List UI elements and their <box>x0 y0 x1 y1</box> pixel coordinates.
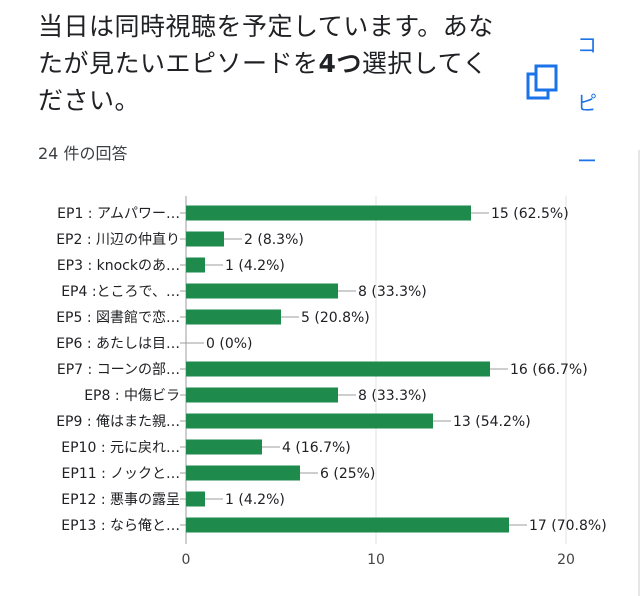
bar[interactable] <box>186 413 433 429</box>
bar[interactable] <box>186 283 338 299</box>
category-label: EP5 : 図書館で恋… <box>56 309 180 326</box>
data-label: 5 (20.8%) <box>301 310 370 326</box>
bar[interactable] <box>186 231 224 247</box>
data-label: 8 (33.3%) <box>358 388 427 404</box>
bar[interactable] <box>186 439 262 455</box>
x-tick-label: 10 <box>367 552 385 568</box>
category-label: EP1 : アムパワー… <box>57 206 180 222</box>
data-label: 1 (4.2%) <box>225 258 285 274</box>
bar-chart: EP1 : アムパワー… 15 (62.5%) EP2 : 川辺の仲直り 2 (8.3… <box>56 196 607 568</box>
response-count: 24 件の回答 <box>38 144 128 163</box>
data-label: 16 (66.7%) <box>510 362 588 378</box>
bar[interactable] <box>186 205 471 221</box>
copy-label-char: ー <box>577 149 597 173</box>
category-label: EP13 : なら俺と… <box>61 518 180 534</box>
category-label: EP6 : あたしは目… <box>56 336 180 352</box>
data-label: 6 (25%) <box>320 466 375 482</box>
bar[interactable] <box>186 257 205 273</box>
question-text-b: 選択してください。 <box>38 49 488 115</box>
copy-icon <box>526 64 558 100</box>
data-label: 13 (54.2%) <box>453 414 531 430</box>
bar[interactable] <box>186 387 338 403</box>
category-label: EP12 : 悪事の露呈 <box>61 492 180 508</box>
data-label: 4 (16.7%) <box>282 440 351 456</box>
bar[interactable] <box>186 309 281 325</box>
copy-label[interactable]: コ ピ ー <box>575 16 599 190</box>
category-label: EP2 : 川辺の仲直り <box>56 231 180 248</box>
copy-label-char: コ <box>577 33 597 57</box>
bar[interactable] <box>186 361 490 377</box>
bar[interactable] <box>186 517 509 533</box>
x-tick-label: 0 <box>182 552 191 568</box>
category-label: EP3 : knockのあ… <box>57 258 180 274</box>
x-tick-label: 20 <box>557 552 575 568</box>
category-label: EP10 : 元に戻れ… <box>61 440 180 456</box>
data-label: 2 (8.3%) <box>244 232 304 248</box>
copy-label-char: ピ <box>577 91 597 115</box>
bar[interactable] <box>186 465 300 481</box>
bar[interactable] <box>186 491 205 507</box>
question-title: 当日は同時視聴を予定しています。あなたが見たいエピソードを4つ選択してください。 <box>38 8 508 119</box>
data-label: 8 (33.3%) <box>358 284 427 300</box>
category-label: EP4 :ところで、… <box>61 284 180 300</box>
data-label: 0 (0%) <box>206 336 253 352</box>
category-label: EP9 : 俺はまた親… <box>56 414 180 430</box>
data-label: 17 (70.8%) <box>529 518 607 534</box>
data-label: 15 (62.5%) <box>491 206 569 222</box>
category-label: EP7 : コーンの部… <box>57 362 180 378</box>
card-edge <box>638 150 640 596</box>
category-label: EP11 : ノックと… <box>62 466 180 482</box>
category-label: EP8 : 中傷ビラ <box>84 388 180 404</box>
question-text-bold: 4つ <box>318 49 362 78</box>
copy-button[interactable] <box>526 62 562 102</box>
question-text-a: 当日は同時視聴を予定しています。あなたが見たいエピソードを <box>38 12 494 78</box>
data-label: 1 (4.2%) <box>225 492 285 508</box>
